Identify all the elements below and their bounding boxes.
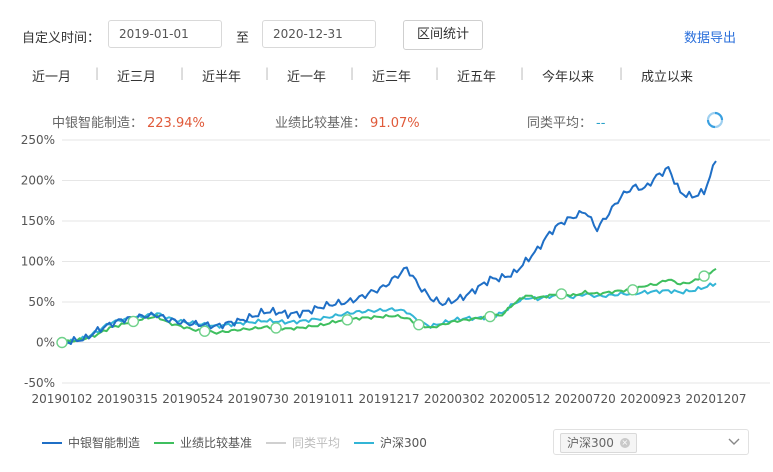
legend-label-csi300: 沪深300 (380, 436, 427, 450)
y-tick-label: 250% (21, 133, 55, 147)
x-tick-label: 20200512 (489, 392, 550, 406)
benchmark-marker (484, 310, 496, 323)
data-export-link[interactable]: 数据导出 (684, 31, 737, 46)
range-separator: | (180, 66, 185, 80)
range-since-inception[interactable]: 成立以来 (641, 70, 694, 85)
series-line-csi300 (61, 282, 717, 345)
legend-swatch-csi300 (354, 441, 374, 444)
chart-legend: 中银智能制造 业绩比较基准 同类平均 沪深300 (0, 434, 773, 454)
legend-label-benchmark: 业绩比较基准 (180, 436, 253, 450)
range-3m[interactable]: 近三月 (117, 70, 157, 85)
range-separator: | (520, 66, 525, 80)
benchmark-marker (627, 284, 639, 296)
benchmark-marker (56, 336, 68, 349)
benchmark-marker (127, 315, 140, 328)
fund-return-value: 223.94% (147, 116, 205, 131)
y-tick-label: 0% (36, 336, 55, 350)
range-5y[interactable]: 近五年 (457, 70, 497, 85)
selected-index-tag-label: 沪深300 (567, 436, 614, 450)
range-6m[interactable]: 近半年 (202, 70, 242, 85)
legend-swatch-benchmark (154, 441, 174, 444)
legend-item-benchmark[interactable]: 业绩比较基准 (154, 434, 252, 451)
legend-item-peer[interactable]: 同类平均 (266, 434, 340, 451)
benchmark-marker (270, 322, 282, 334)
range-separator: | (95, 66, 100, 80)
benchmark-marker (413, 318, 425, 331)
performance-chart: 250% 200% 150% 100% 50% 0% -50% 20190102 2019031… (21, 133, 770, 406)
x-tick-label: 20190730 (228, 392, 289, 406)
x-tick-label: 20200302 (424, 392, 485, 406)
start-date-input[interactable]: 2019-01-01 (108, 20, 222, 48)
range-ytd[interactable]: 今年以来 (542, 70, 595, 85)
series-line-benchmark (61, 267, 717, 344)
benchmark-return-value: 91.07% (370, 116, 420, 131)
range-tabs: 近一月 | 近三月 | 近半年 | 近一年 | 近三年 | 近五年 | 今年以来… (0, 66, 773, 86)
x-tick-label: 20201207 (685, 392, 746, 406)
range-separator: | (265, 66, 270, 80)
series-line-fund (61, 160, 717, 345)
x-tick-label: 20190102 (31, 392, 92, 406)
x-tick-label: 20200923 (620, 392, 681, 406)
x-tick-label: 20191011 (293, 392, 354, 406)
y-tick-label: 150% (21, 214, 55, 228)
x-tick-label: 20200720 (555, 392, 616, 406)
y-tick-label: -50% (24, 376, 55, 390)
chevron-down-icon[interactable] (728, 437, 740, 447)
compare-index-select[interactable]: 沪深300 × (553, 429, 749, 455)
legend-item-csi300[interactable]: 沪深300 (354, 434, 427, 451)
legend-swatch-peer (266, 441, 286, 444)
benchmark-marker (555, 288, 568, 300)
peer-average-stat: 同类平均： -- (527, 112, 605, 131)
benchmark-return-label: 业绩比较基准： (275, 116, 367, 131)
legend-label-peer: 同类平均 (292, 436, 341, 450)
fund-return-stat: 中银智能制造： 223.94% (52, 112, 205, 131)
interval-stats-button[interactable]: 区间统计 (403, 20, 483, 50)
range-separator: | (350, 66, 355, 80)
legend-swatch-fund (42, 441, 62, 444)
selected-index-tag: 沪深300 × (560, 433, 637, 453)
range-1y[interactable]: 近一年 (287, 70, 327, 85)
x-tick-label: 20191217 (358, 392, 419, 406)
x-tick-label: 20190315 (97, 392, 158, 406)
peer-average-label: 同类平均： (527, 116, 593, 131)
legend-item-fund[interactable]: 中银智能制造 (42, 434, 140, 451)
benchmark-return-stat: 业绩比较基准： 91.07% (275, 112, 420, 131)
range-separator: | (435, 66, 440, 80)
to-label: 至 (236, 31, 250, 46)
remove-tag-icon[interactable]: × (619, 438, 630, 448)
custom-time-label: 自定义时间： (22, 31, 101, 46)
fund-return-label: 中银智能制造： (52, 116, 144, 131)
benchmark-marker (341, 314, 354, 326)
y-tick-label: 200% (21, 174, 55, 188)
benchmark-marker (198, 325, 211, 337)
x-tick-label: 20190524 (162, 392, 223, 406)
y-tick-label: 50% (28, 295, 55, 309)
end-date-input[interactable]: 2020-12-31 (262, 20, 376, 48)
range-separator: | (619, 66, 624, 80)
peer-average-value: -- (596, 116, 606, 131)
range-1m[interactable]: 近一月 (32, 70, 72, 85)
reset-zoom-icon[interactable] (706, 111, 724, 129)
range-3y[interactable]: 近三年 (372, 70, 412, 85)
legend-label-fund: 中银智能制造 (68, 436, 141, 450)
benchmark-marker (698, 270, 710, 282)
y-tick-label: 100% (21, 255, 55, 269)
